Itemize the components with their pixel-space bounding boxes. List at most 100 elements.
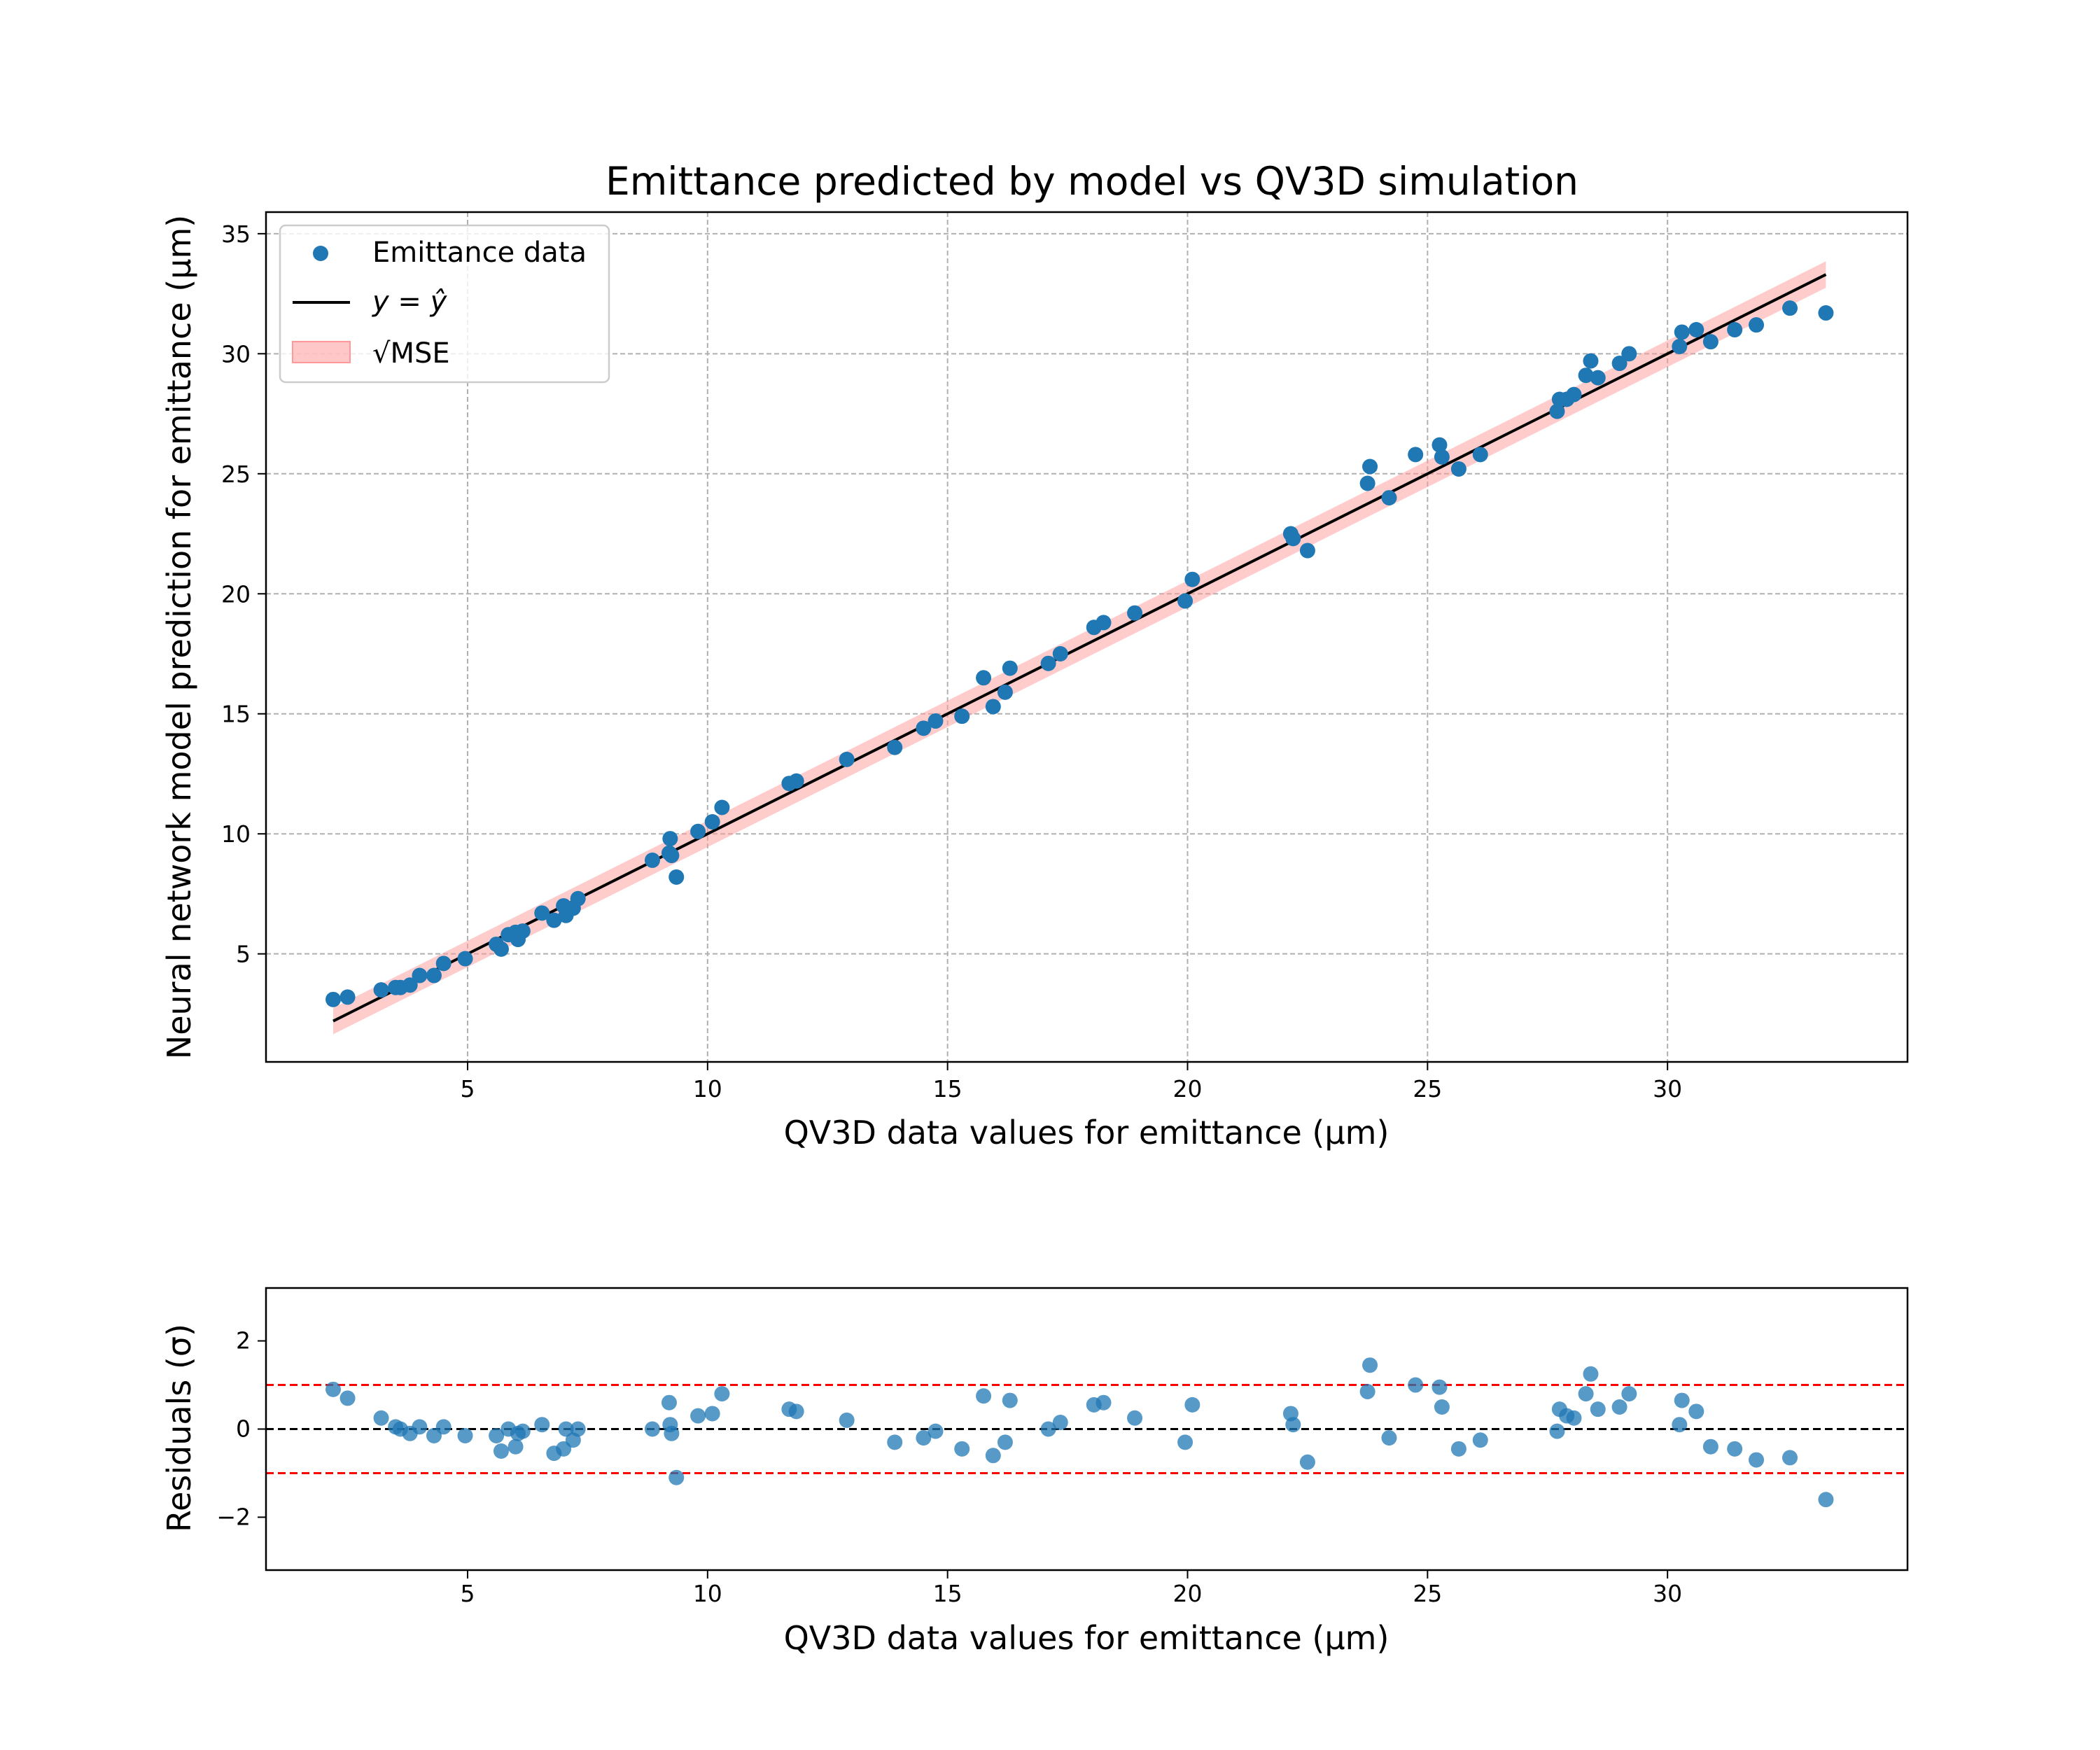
residual-x-axis-label: QV3D data values for emittance (μm) [784,1619,1390,1657]
x-tick-label: 5 [460,1075,475,1102]
data-point [1299,542,1315,559]
data-point [1002,660,1018,676]
data-point [412,967,428,983]
data-point [1611,356,1628,372]
data-point [457,951,473,967]
data-point [1782,300,1798,316]
residual-point [1782,1450,1798,1466]
x-tick-label: 15 [933,1580,962,1607]
residual-point [340,1390,356,1406]
data-point [668,869,685,885]
residual-point [1472,1432,1488,1448]
data-point [546,912,562,928]
main-chart-title: Emittance predicted by model vs QV3D sim… [606,159,1578,204]
data-point [373,982,389,998]
residual-point [661,1394,677,1410]
residual-point [1434,1399,1450,1415]
residual-point [1184,1396,1200,1413]
data-point [1362,458,1378,475]
data-point [788,773,804,789]
residual-y-ticks: −2 0 2 [216,1327,266,1530]
residual-point [1566,1410,1582,1426]
residual-point [887,1434,903,1450]
residual-point [976,1388,992,1404]
main-plot-frame [265,211,1909,1063]
y-tick-label: 30 [221,340,251,368]
residual-point [1002,1392,1018,1408]
residual-data-points [325,1357,1834,1508]
residual-point [1590,1401,1606,1418]
residual-point [1672,1417,1688,1433]
residual-point [1096,1394,1112,1410]
residual-point [534,1417,550,1433]
residual-point [412,1419,428,1435]
residual-point [1611,1399,1628,1415]
data-point [1359,475,1376,491]
data-point [402,977,418,993]
residual-point [1177,1434,1194,1450]
x-tick-label: 10 [693,1075,722,1102]
residual-point [514,1423,531,1439]
data-point [887,739,903,755]
data-point [1688,322,1704,338]
residual-point [839,1412,855,1428]
residual-point [1702,1438,1718,1455]
data-point [426,967,442,983]
data-point [340,989,356,1005]
data-point [976,670,992,686]
data-point [1052,646,1068,662]
data-point [1818,305,1834,321]
residual-point [664,1425,680,1441]
data-point [1096,615,1112,631]
data-point [714,799,730,816]
y-tick-label: 0 [236,1415,251,1443]
residual-point [690,1408,706,1424]
data-point [534,905,550,921]
residual-point [1621,1386,1637,1402]
data-point [1672,339,1688,355]
residual-point [954,1441,970,1457]
x-tick-label: 30 [1653,1075,1682,1102]
residual-point [1674,1392,1690,1408]
x-tick-label: 25 [1413,1580,1442,1607]
residual-point [493,1443,509,1459]
residual-point [1381,1430,1397,1446]
data-point [664,848,680,864]
data-point [570,890,586,906]
main-data-points [325,300,1834,1007]
y-tick-label: 25 [221,461,251,488]
residual-point [1040,1421,1056,1437]
data-point [916,720,932,736]
x-tick-label: 20 [1172,1075,1202,1102]
residual-plot: 5 10 15 20 25 30 −2 0 2 QV3D data values for em… [160,1287,1909,1657]
data-point [1381,490,1397,506]
residual-point [788,1404,804,1420]
residual-point [1450,1441,1466,1457]
residual-point [1432,1379,1448,1395]
residual-point [985,1448,1001,1464]
data-point [662,831,678,847]
residual-point [558,1421,574,1437]
data-point [1702,334,1718,350]
data-point [1590,370,1606,386]
y-tick-label: 2 [236,1327,251,1354]
x-tick-label: 5 [460,1580,475,1607]
y-tick-label: −2 [216,1503,251,1530]
main-y-ticks: 5 10 15 20 25 30 35 [221,220,266,968]
residual-point [457,1427,473,1443]
data-point [1549,403,1565,419]
main-x-axis-label: QV3D data values for emittance (μm) [784,1114,1390,1152]
residual-point [997,1434,1013,1450]
x-tick-label: 30 [1653,1580,1682,1607]
residual-point [1549,1423,1565,1439]
residual-point [489,1427,505,1443]
y-tick-label: 15 [221,701,251,728]
data-point [1674,324,1690,340]
main-plot: Emittance predicted by model vs QV3D sim… [160,159,1909,1152]
residual-point [1299,1454,1315,1470]
residual-point [1583,1366,1599,1382]
residual-point [927,1423,944,1439]
data-point [839,751,855,767]
residual-point [1285,1417,1301,1433]
